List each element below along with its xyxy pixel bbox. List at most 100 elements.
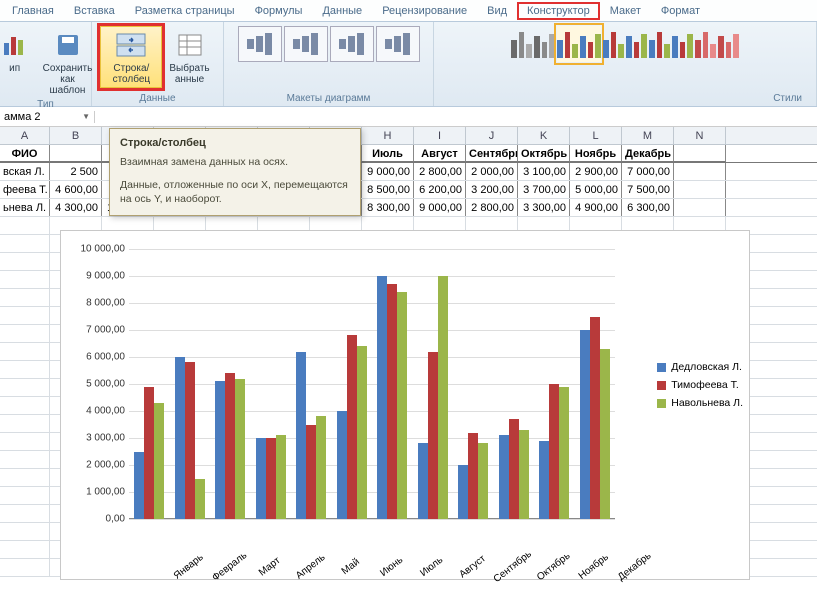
col-header-L[interactable]: L (570, 127, 622, 144)
cell[interactable]: Декабрь (622, 145, 674, 162)
bar[interactable] (478, 443, 488, 519)
bar[interactable] (235, 379, 245, 519)
layout-thumb-2[interactable] (330, 26, 374, 62)
cell[interactable]: 4 300,00 (50, 199, 102, 216)
cell[interactable] (0, 397, 50, 414)
cell[interactable] (0, 217, 50, 234)
cell[interactable]: Сентябрь (466, 145, 518, 162)
bar[interactable] (306, 425, 316, 520)
bar[interactable] (377, 276, 387, 519)
col-header-M[interactable]: M (622, 127, 674, 144)
bar[interactable] (559, 387, 569, 519)
cell[interactable] (0, 487, 50, 504)
cell[interactable] (674, 181, 726, 198)
cell[interactable]: 2 800,00 (414, 163, 466, 180)
bar[interactable] (499, 435, 509, 519)
layout-thumb-1[interactable] (284, 26, 328, 62)
switch-row-col-button[interactable]: Строка/столбец (100, 26, 162, 88)
cell[interactable]: вская Л. (0, 163, 50, 180)
legend-item[interactable]: Навольнева Л. (657, 397, 743, 409)
cell[interactable]: 8 500,00 (362, 181, 414, 198)
col-header-J[interactable]: J (466, 127, 518, 144)
bar[interactable] (134, 452, 144, 520)
bar[interactable] (428, 352, 438, 519)
cell[interactable] (0, 433, 50, 450)
cell[interactable]: 4 900,00 (570, 199, 622, 216)
bar[interactable] (144, 387, 154, 519)
name-box[interactable]: амма 2 ▼ (0, 111, 95, 123)
col-header-H[interactable]: H (362, 127, 414, 144)
select-data-button[interactable]: Выбрать анные (164, 26, 214, 88)
cell[interactable]: 2 800,00 (466, 199, 518, 216)
bar[interactable] (195, 479, 205, 520)
style-thumb-2[interactable] (603, 26, 647, 62)
bar[interactable] (580, 330, 590, 519)
cell[interactable] (0, 523, 50, 540)
cell[interactable]: 7 500,00 (622, 181, 674, 198)
bar[interactable] (276, 435, 286, 519)
tab-рецензирование[interactable]: Рецензирование (372, 2, 477, 20)
tab-вставка[interactable]: Вставка (64, 2, 125, 20)
bar[interactable] (185, 362, 195, 519)
cell[interactable]: Ноябрь (570, 145, 622, 162)
bar[interactable] (296, 352, 306, 519)
chart-object[interactable]: 0,001 000,002 000,003 000,004 000,005 00… (60, 230, 750, 580)
tab-разметка страницы[interactable]: Разметка страницы (125, 2, 245, 20)
col-header-A[interactable]: A (0, 127, 50, 144)
bar[interactable] (549, 384, 559, 519)
cell[interactable]: 5 000,00 (570, 181, 622, 198)
tab-данные[interactable]: Данные (312, 2, 372, 20)
cell[interactable] (674, 199, 726, 216)
cell[interactable] (0, 379, 50, 396)
cell[interactable] (0, 361, 50, 378)
cell[interactable] (0, 415, 50, 432)
cell[interactable]: 3 700,00 (518, 181, 570, 198)
cell[interactable]: 9 000,00 (414, 199, 466, 216)
cell[interactable]: 7 000,00 (622, 163, 674, 180)
cell[interactable]: ьнева Л. (0, 199, 50, 216)
cell[interactable] (0, 253, 50, 270)
cell[interactable]: 2 000,00 (466, 163, 518, 180)
save-template-button[interactable]: Сохранить как шаблон (38, 26, 98, 99)
bar[interactable] (418, 443, 428, 519)
style-thumb-4[interactable] (695, 26, 739, 62)
bar[interactable] (397, 292, 407, 519)
change-type-button[interactable]: ип (0, 26, 36, 77)
tab-конструктор[interactable]: Конструктор (517, 2, 600, 20)
cell[interactable]: 3 100,00 (518, 163, 570, 180)
cell[interactable] (0, 469, 50, 486)
tab-формат[interactable]: Формат (651, 2, 710, 20)
bar[interactable] (175, 357, 185, 519)
cell[interactable] (0, 451, 50, 468)
cell[interactable]: Июль (362, 145, 414, 162)
layout-thumb-3[interactable] (376, 26, 420, 62)
cell[interactable] (0, 271, 50, 288)
cell[interactable]: 6 200,00 (414, 181, 466, 198)
cell[interactable] (0, 541, 50, 558)
bar[interactable] (256, 438, 266, 519)
col-header-I[interactable]: I (414, 127, 466, 144)
col-header-B[interactable]: B (50, 127, 102, 144)
cell[interactable]: 4 600,00 (50, 181, 102, 198)
cell[interactable]: феева Т. (0, 181, 50, 198)
cell[interactable]: 6 300,00 (622, 199, 674, 216)
cell[interactable]: Август (414, 145, 466, 162)
cell[interactable]: 8 300,00 (362, 199, 414, 216)
bar[interactable] (438, 276, 448, 519)
cell[interactable]: 3 200,00 (466, 181, 518, 198)
tab-макет[interactable]: Макет (600, 2, 651, 20)
cell[interactable] (674, 163, 726, 180)
bar[interactable] (266, 438, 276, 519)
cell[interactable] (0, 343, 50, 360)
cell[interactable]: Октябрь (518, 145, 570, 162)
bar[interactable] (519, 430, 529, 519)
cell[interactable] (0, 289, 50, 306)
style-thumb-3[interactable] (649, 26, 693, 62)
bar[interactable] (154, 403, 164, 519)
bar[interactable] (357, 346, 367, 519)
cell[interactable] (0, 307, 50, 324)
bar[interactable] (600, 349, 610, 519)
tab-формулы[interactable]: Формулы (245, 2, 313, 20)
bar[interactable] (509, 419, 519, 519)
cell[interactable]: 9 000,00 (362, 163, 414, 180)
